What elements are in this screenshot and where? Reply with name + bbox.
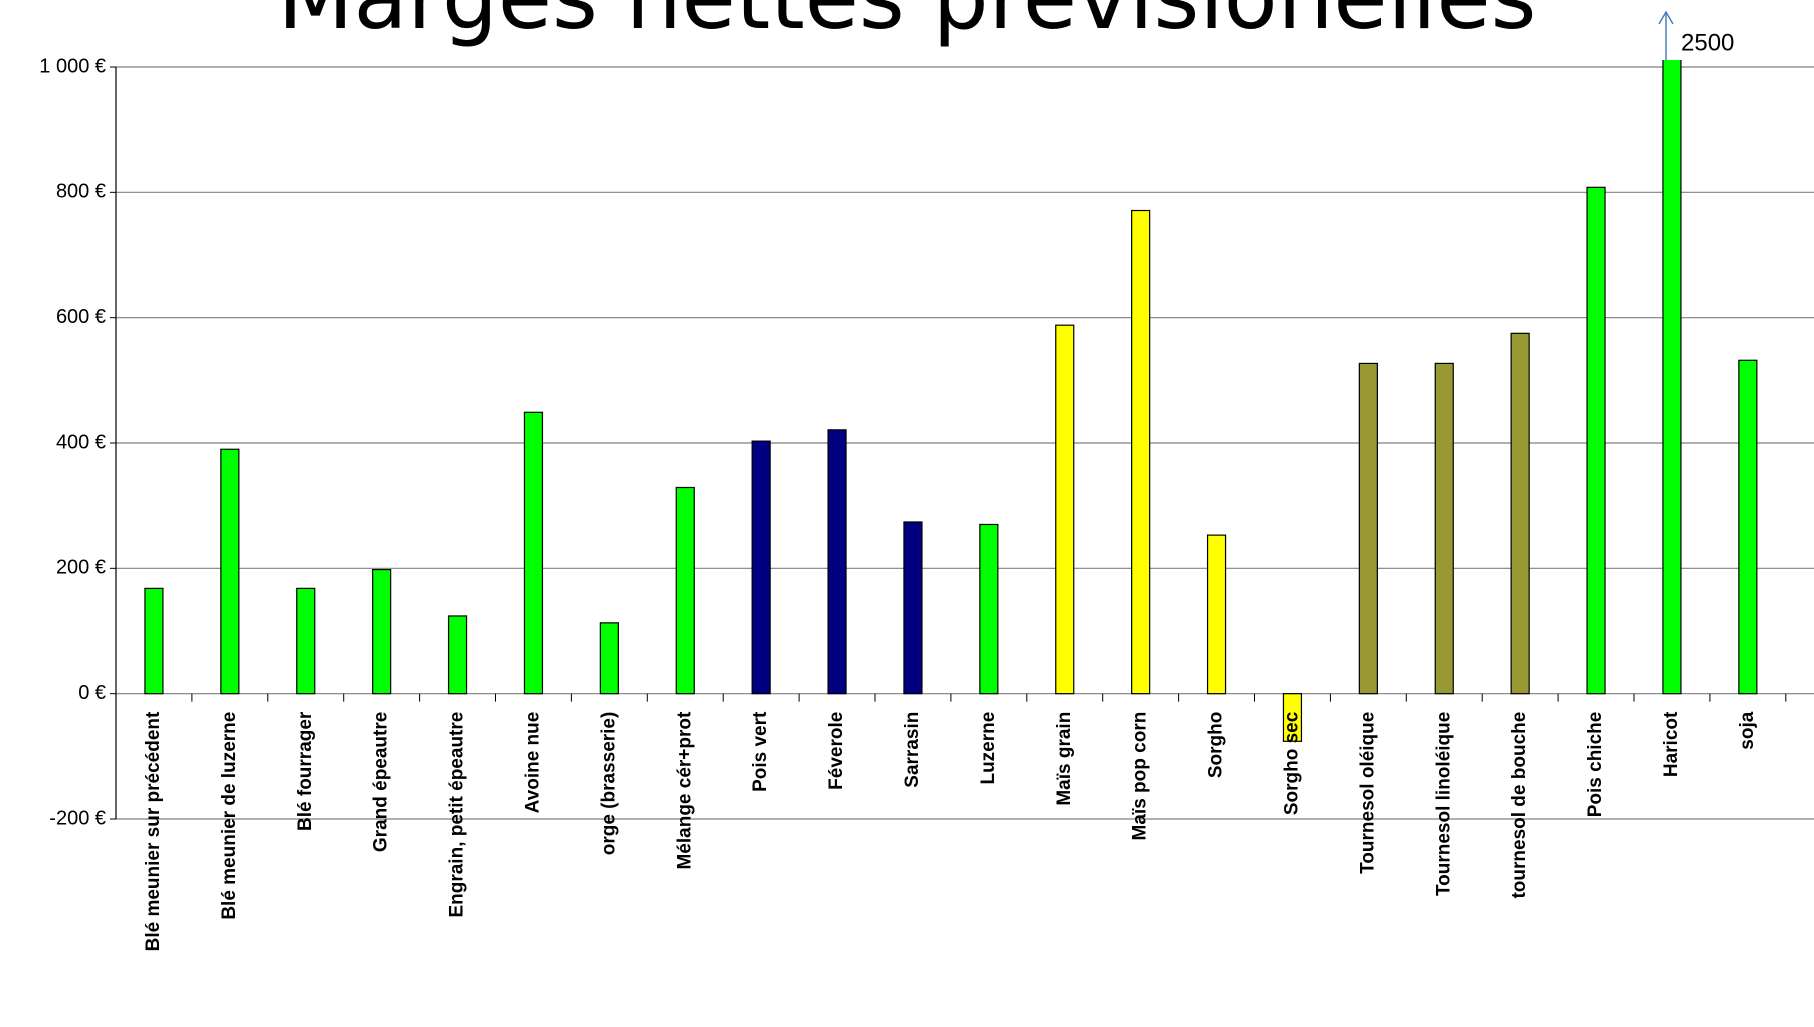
bar — [827, 429, 847, 695]
bar — [675, 486, 695, 695]
x-tick-label: Blé meunier de luzerne — [219, 712, 240, 920]
x-tick-label: Blé meunier sur précédent — [143, 711, 164, 951]
bar — [1510, 332, 1530, 695]
x-tick-label: Mélange cér+prot — [674, 711, 695, 870]
x-tick-label: Grand épeautre — [371, 712, 392, 852]
annotation: 2500 — [1681, 29, 1734, 56]
x-tick-label: Maïs grain — [1054, 712, 1075, 806]
x-tick-label: Tournesol linoléique — [1433, 712, 1454, 896]
y-tick-label: 800 € — [56, 181, 106, 203]
bar — [220, 448, 240, 695]
x-tick-label: Tournesol oléique — [1357, 712, 1378, 874]
bar — [372, 568, 392, 695]
bar — [1131, 209, 1151, 695]
y-tick-label: 200 € — [56, 557, 106, 579]
annotation-arrowhead — [1658, 10, 1674, 25]
bar — [144, 587, 164, 695]
bar — [1206, 534, 1227, 695]
x-tick-label: Luzerne — [978, 712, 999, 785]
x-tick-label: Sorgho — [1206, 712, 1227, 779]
x-tick-label: Pois vert — [750, 711, 771, 792]
bar — [1434, 362, 1454, 695]
x-tick-label: Blé fourrager — [295, 711, 316, 831]
bar — [1055, 324, 1075, 695]
x-tick-label: Pois chiche — [1585, 712, 1606, 818]
x-tick-label: Sarrasin — [902, 712, 923, 788]
chart-title: Marges nettes prévisionelles — [278, 0, 1537, 49]
bar — [1358, 362, 1378, 695]
x-tick-label: tournesol de bouche — [1509, 712, 1530, 899]
bar — [447, 615, 468, 695]
x-tick-label: lentille verte — [1813, 712, 1814, 823]
bar — [1662, 60, 1682, 695]
bars — [144, 60, 1758, 742]
bar — [903, 521, 923, 695]
x-tick-label: Avoine nue — [522, 712, 543, 814]
bar — [1282, 693, 1303, 742]
y-tick-label: 400 € — [56, 431, 106, 453]
x-tick-label: Maïs pop corn — [1130, 712, 1151, 841]
x-tick-label: Engrain, petit épeautre — [447, 712, 468, 918]
x-tick-label: Féverole — [826, 712, 847, 790]
y-tick-label: 600 € — [56, 306, 106, 328]
y-tick-label: 1 000 € — [39, 55, 106, 77]
bar — [599, 622, 619, 695]
bar — [523, 411, 544, 695]
y-tick-label: 0 € — [78, 682, 106, 704]
bar — [296, 587, 316, 695]
x-tick-label: soja — [1737, 711, 1758, 749]
bar — [751, 440, 771, 695]
y-tick-label: -200 € — [49, 807, 106, 829]
bar — [979, 523, 999, 695]
bar — [1586, 186, 1606, 695]
x-tick-label: Haricot — [1661, 711, 1682, 777]
x-tick-label: orge (brasserie) — [598, 712, 619, 856]
x-tick-label: Sorgho sec — [1281, 711, 1302, 815]
bar — [1738, 359, 1758, 695]
